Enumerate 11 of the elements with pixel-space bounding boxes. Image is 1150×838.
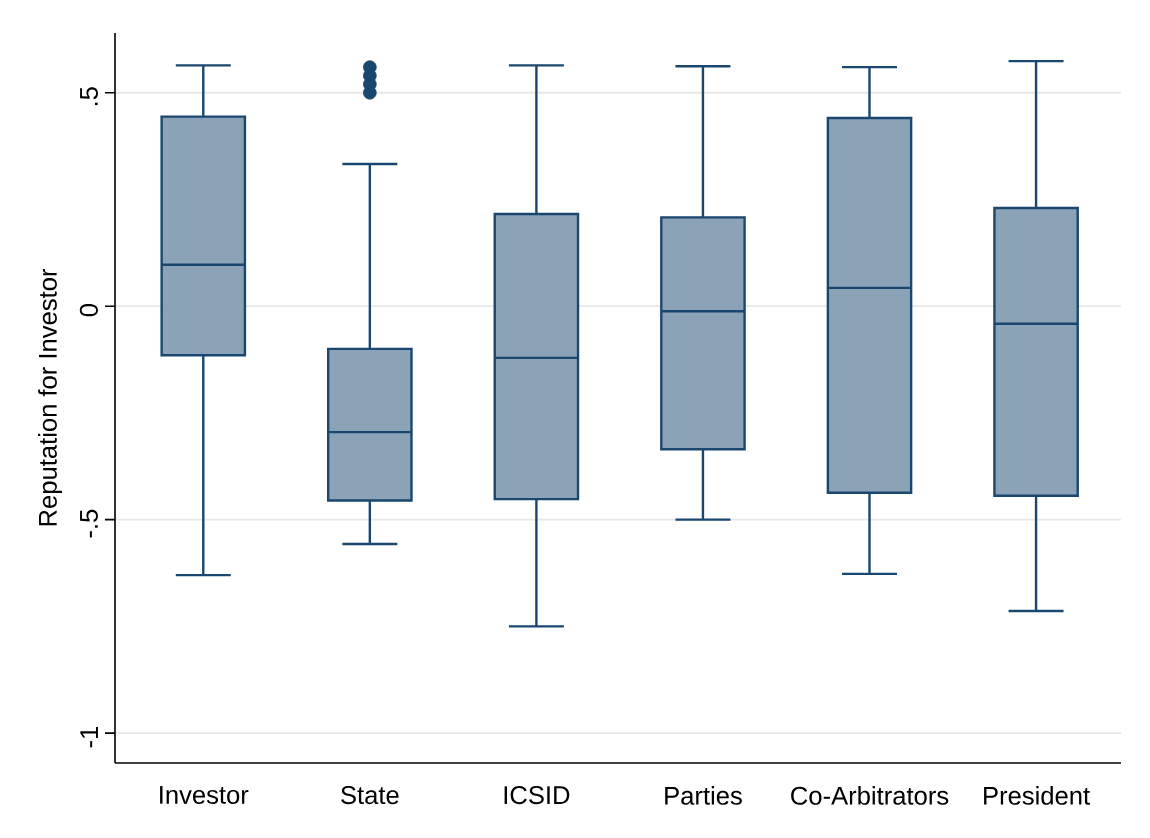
y-tick-label: .5 bbox=[80, 87, 98, 106]
x-tick-label: Co-Arbitrators bbox=[791, 786, 949, 805]
x-tick-label: ICSID bbox=[504, 786, 570, 805]
x-tick-label: Parties bbox=[665, 786, 742, 805]
y-tick-label: -1 bbox=[80, 726, 98, 748]
x-tick-label: President bbox=[984, 786, 1090, 805]
y-tick-label: -.5 bbox=[80, 509, 98, 538]
x-tick-label: State bbox=[341, 786, 399, 805]
y-axis-title: Reputation for Investor bbox=[38, 268, 62, 526]
y-tick-label: 0 bbox=[79, 304, 98, 317]
x-tick-label: Investor bbox=[160, 786, 249, 804]
